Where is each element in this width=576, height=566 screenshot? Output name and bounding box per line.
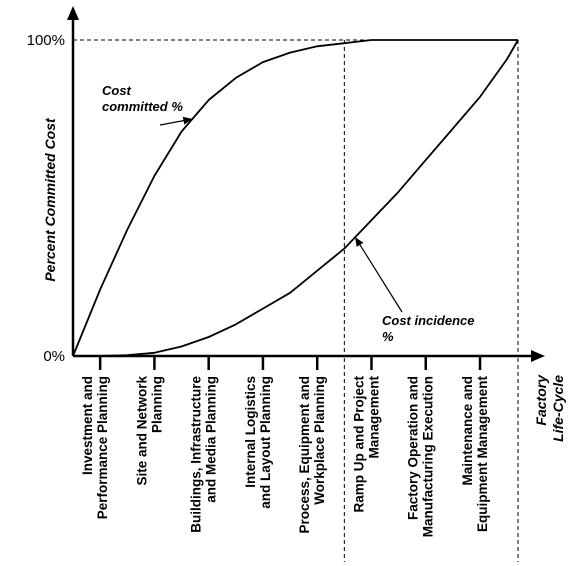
y-tick-label: 0% [43,348,65,365]
x-tick-label: Ramp Up and ProjectManagement [351,376,381,513]
x-tick-label-line: Planning [149,376,164,433]
annotation-arrow-line [354,236,403,313]
axis-labels: 0% 100% Percent Committed Cost FactoryLife-… [27,32,566,442]
x-tick-label-line: Internal Logistics [243,376,258,488]
x-tick-label-line: Ramp Up and Project [351,376,366,513]
x-tick-label-line: Manufacturing Execution [421,376,436,537]
x-tick-label: Investment andPerformance Planning [80,376,110,519]
series-lines [72,39,519,357]
x-tick-label-line: Process, Equipment and [297,376,312,534]
x-tick-label: Site and NetworkPlanning [134,376,164,486]
annotation-label-line: % [382,329,394,344]
annotation-label: Cost committed % [102,83,183,114]
x-tick-label-line: Equipment Management [475,375,490,532]
x-tick-label-line: Performance Planning [95,376,110,519]
x-ticks: Investment andPerformance Planning Site a… [80,356,490,537]
x-tick-label-line: Management [366,376,381,459]
annotations: Cost committed % Cost incidence% [102,83,474,344]
axes [67,6,545,362]
series-line [72,39,518,357]
x-tick-label: Internal Logisticsand Layout Planning [243,376,273,509]
reference-lines [73,39,519,562]
x-tick-label-line: and Media Planning [204,376,219,503]
x-tick-label-line: Site and Network [134,376,149,486]
x-tick-label: Process, Equipment andWorkplace Planning [297,376,327,534]
x-tick-label: Buildings, Infrastructureand Media Plann… [189,376,219,533]
y-tick-label: 100% [27,32,65,49]
annotation-label-line: committed % [102,99,183,114]
x-axis-arrow [531,350,545,362]
annotation-label: Cost incidence% [382,313,474,344]
annotation-arrow-head [355,237,364,247]
x-tick-label-line: Maintenance and [460,376,475,486]
y-axis-title: Percent Committed Cost [42,117,58,282]
x-axis-title-line: Factory [533,374,549,426]
x-axis-title: FactoryLife-Cycle [533,374,566,442]
x-tick-label-line: Investment and [80,376,95,475]
x-tick-label-line: Factory Operation and [406,376,421,520]
y-axis-arrow [67,6,79,20]
x-tick-label-line: Workplace Planning [312,376,327,505]
x-tick-label: Factory Operation andManufacturing Execu… [406,376,436,537]
x-tick-label-line: and Layout Planning [258,376,273,509]
annotation-label-line: Cost [102,83,132,98]
x-tick-label: Maintenance andEquipment Management [460,375,490,532]
annotation-arrow-head [182,116,193,125]
x-tick-label-line: Buildings, Infrastructure [189,376,204,533]
annotation-label-line: Cost incidence [382,313,474,328]
series-line [73,39,519,357]
x-axis-title-line: Life-Cycle [550,375,566,442]
